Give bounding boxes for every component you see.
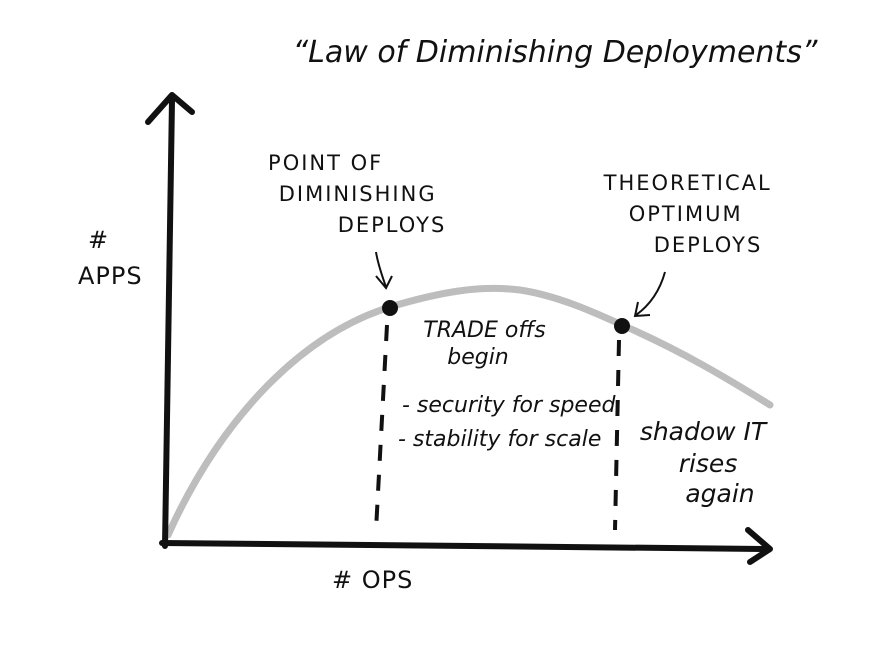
y-axis-label-line: # (88, 226, 109, 254)
y-axis-label-line: APPS (78, 262, 143, 290)
tradeoff-list: - security for speed - stability for sca… (398, 393, 622, 452)
y-axis-arrow (145, 92, 195, 125)
annotation-line: DIMINISHING (279, 182, 437, 206)
annotation-line: rises (679, 449, 738, 478)
annotation-line: begin (447, 345, 509, 370)
point-dot (382, 300, 398, 316)
annotation-line: POINT OF (268, 151, 383, 175)
annotation-line: TRADE offs (423, 318, 545, 343)
annotation-line: DEPLOYS (654, 233, 763, 257)
y-axis (162, 97, 175, 549)
annotation-line: THEORETICAL (603, 171, 772, 195)
y-axis-label: # APPS (78, 226, 143, 290)
x-axis-label: # OPS (332, 566, 413, 594)
dashed-line (374, 324, 389, 531)
annotation-line: again (685, 479, 754, 508)
pointer-arrow (633, 271, 666, 318)
point-dot (614, 318, 630, 334)
x-axis (159, 540, 771, 552)
dashed-line (613, 339, 621, 531)
x-axis-arrow (745, 527, 773, 565)
annotation: shadow IT rises again (640, 417, 774, 508)
pointer-arrow (375, 251, 393, 290)
curve (164, 284, 774, 539)
tradeoff-item: - stability for scale (398, 427, 601, 452)
title: “Law of Diminishing Deployments” (293, 35, 818, 70)
annotation-line: shadow IT (640, 417, 768, 446)
annotation: POINT OF DIMINISHING DEPLOYS (268, 151, 446, 237)
tradeoff-item: - security for speed (402, 393, 617, 418)
annotation-line: DEPLOYS (338, 213, 447, 237)
annotation: TRADE offs begin (423, 318, 552, 370)
annotation-line: OPTIMUM (629, 202, 743, 226)
annotation: THEORETICAL OPTIMUM DEPLOYS (603, 171, 781, 257)
